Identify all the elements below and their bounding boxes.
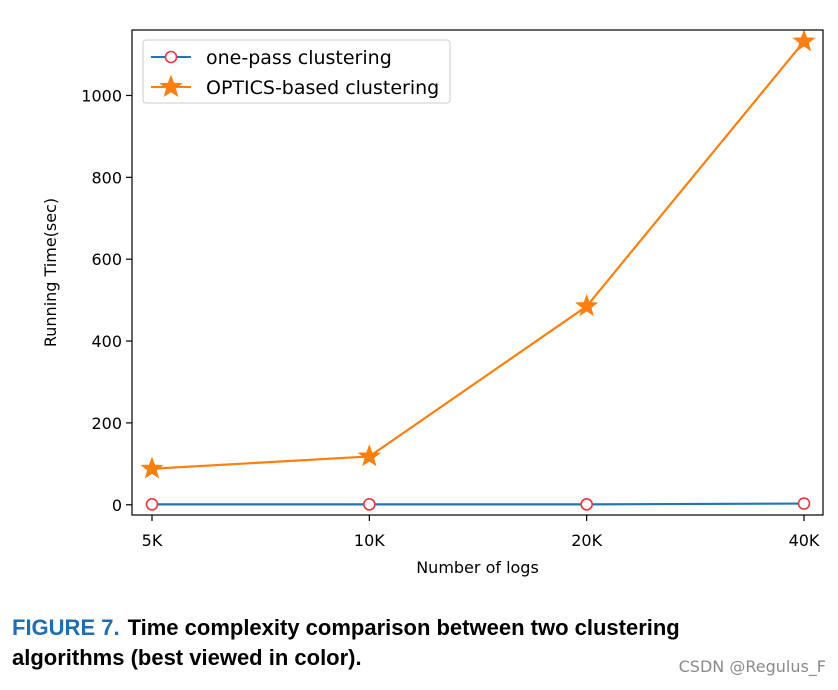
watermark: CSDN @Regulus_F: [678, 657, 826, 676]
series-line-1: [151, 40, 805, 470]
figure-number: FIGURE 7.: [12, 615, 120, 640]
x-tick-label: 40K: [789, 531, 820, 550]
y-tick-label: 1000: [81, 86, 122, 105]
chart: 0 200 400 600 800 1000 5K 10K 20K 40K Number of l…: [41, 29, 824, 577]
y-tick-label: 200: [91, 414, 122, 433]
data-point-circle: [797, 497, 811, 510]
x-tick-label: 5K: [142, 531, 163, 550]
data-point-circle: [363, 498, 376, 511]
data-point-circle: [145, 498, 159, 511]
data-point-star: [140, 456, 164, 479]
data-point-star: [575, 294, 599, 317]
legend-marker-one-pass: [164, 50, 178, 64]
legend-marker-optics: [159, 74, 183, 98]
legend-box: [142, 39, 451, 104]
tick-layer: 0 200 400 600 800 1000 5K 10K 20K 40K: [81, 86, 820, 550]
data-point-circle: [580, 498, 593, 511]
y-axis-title: Running Time(sec): [41, 198, 60, 347]
series-line-0: [152, 502, 805, 506]
figure-caption: FIGURE 7. Time complexity comparison betw…: [12, 613, 772, 673]
legend-label-optics: OPTICS-based clustering: [206, 77, 439, 99]
data-point-star: [357, 444, 381, 467]
x-axis-title: Number of logs: [416, 558, 539, 577]
legend: one-pass clustering OPTICS-based cluster…: [142, 39, 451, 104]
x-tick-label: 10K: [354, 531, 385, 550]
data-point-star: [792, 29, 816, 52]
y-tick-label: 600: [91, 250, 122, 269]
legend-label-one-pass: one-pass clustering: [206, 47, 392, 69]
y-tick-label: 400: [91, 332, 122, 351]
plot-frame: [131, 29, 824, 516]
x-tick-label: 20K: [571, 531, 602, 550]
y-tick-label: 800: [91, 168, 122, 187]
figure-caption-text: Time complexity comparison between two c…: [12, 615, 680, 670]
series-layer: [140, 29, 816, 511]
y-tick-label: 0: [112, 496, 122, 515]
